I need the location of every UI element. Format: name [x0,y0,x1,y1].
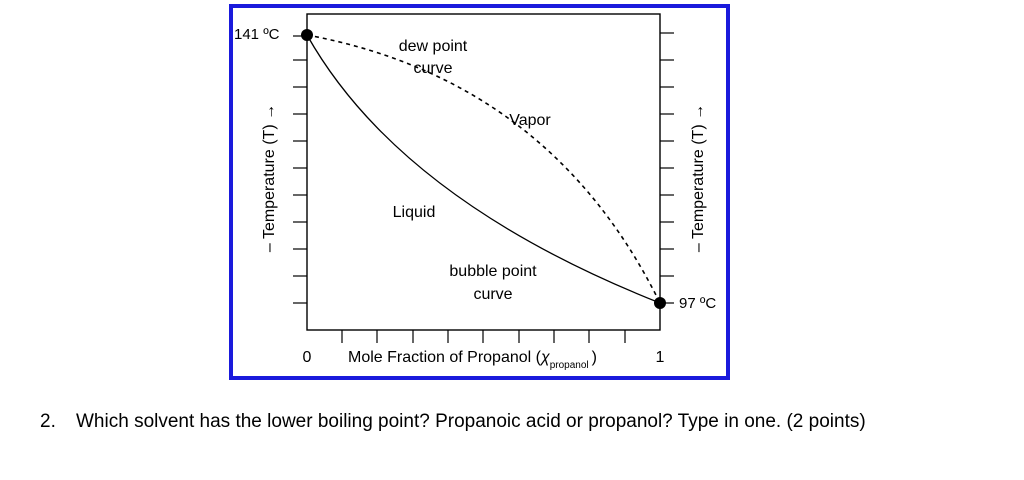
diagram-frame [229,4,730,380]
bubble-point-label-line1: bubble point [449,263,537,280]
question-text: Which solvent has the lower boiling poin… [76,411,866,432]
left-axis-ticks [293,35,307,304]
plot-box [306,13,661,331]
x-axis-title-subscript: propanol [550,360,589,371]
phase-diagram: 141 ºC 97 ºC dew point curve Vapor Liqui… [229,4,730,380]
dew-point-curve [306,34,661,304]
bubble-point-label-line2: curve [473,286,512,303]
dew-point-label-line2: curve [413,60,452,77]
liquid-label: Liquid [393,204,436,221]
vapor-label: Vapor [509,112,551,129]
left-axis-title: – Temperature (T) → [261,104,278,252]
bottom-axis-ticks [341,330,626,343]
right-axis-ticks [660,32,674,304]
boiling-point-marker-141 [301,29,313,41]
x-axis-title-close: ) [592,349,597,366]
x-axis-title-main: Mole Fraction of Propanol ( [348,349,542,366]
question-number: 2. [40,411,56,432]
x-axis-title-chi: χ [539,349,550,366]
x-axis-title: Mole Fraction of Propanol (χpropanol) [348,349,597,371]
dew-point-label-line1: dew point [399,38,468,55]
x-tick-label-0: 0 [303,349,312,366]
temp-label-97: 97 ºC [679,295,716,312]
boiling-point-marker-97 [654,297,666,309]
right-axis-title: – Temperature (T) → [690,104,707,252]
bubble-point-curve [306,34,661,304]
x-tick-label-1: 1 [656,349,665,366]
temp-label-141: 141 ºC [234,26,280,43]
